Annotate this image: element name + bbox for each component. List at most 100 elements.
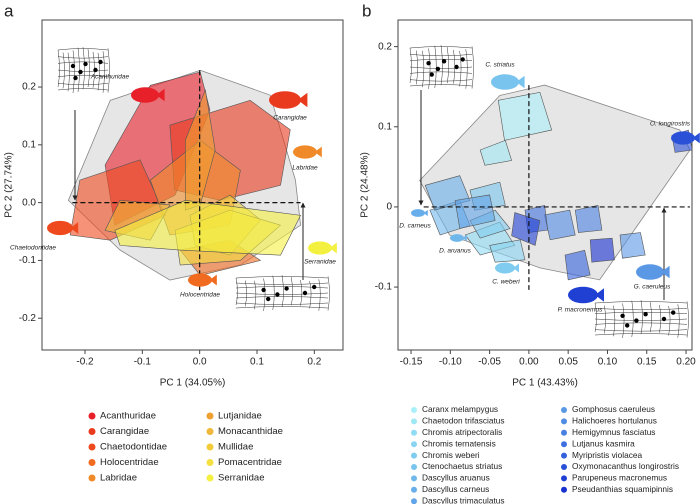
grid-stroke (409, 84, 473, 87)
grid-stroke (649, 302, 652, 333)
landmark (435, 66, 441, 72)
grid-stroke (263, 278, 266, 312)
grid-stroke (409, 54, 473, 57)
grid-stroke (434, 45, 437, 88)
legend-marker (561, 429, 567, 436)
annotation: Chaetodontidae (10, 245, 56, 252)
grid-stroke (235, 276, 329, 279)
grid-stroke (290, 277, 293, 306)
legend-label: Chaetodontidae (100, 442, 167, 453)
annotation: Acanthuridae (90, 74, 130, 81)
grid-stroke (72, 50, 75, 94)
grid-stroke (594, 318, 688, 321)
legend-marker (88, 412, 96, 420)
landmark (460, 57, 465, 62)
group-hull (114, 200, 302, 256)
fish-tail (513, 263, 519, 273)
legend-marker (411, 418, 417, 425)
grid-stroke (409, 79, 473, 82)
group-hull (489, 239, 526, 263)
grid-stroke (57, 69, 109, 72)
annotation: Serranidae (304, 259, 336, 266)
grid-stroke (254, 280, 257, 310)
grid-stroke (640, 300, 643, 335)
legend-marker (88, 474, 96, 482)
landmark (643, 312, 648, 317)
landmark (454, 64, 459, 70)
legend-label: Lutjanidae (218, 411, 262, 422)
grid-stroke (300, 279, 303, 306)
grid-stroke (471, 46, 474, 89)
grid-stroke (415, 50, 418, 85)
fish-icon (131, 87, 165, 103)
y-tick-label: 0.0 (22, 197, 36, 208)
group-hull (619, 232, 646, 259)
landmark (93, 67, 98, 73)
fish-icon (495, 262, 519, 274)
annotation: P. macronemus (558, 307, 603, 314)
landmark (426, 61, 431, 66)
fish-tail (156, 88, 165, 102)
legend-marker (411, 441, 417, 448)
group-hull (479, 139, 512, 166)
grid-stroke (235, 282, 329, 285)
legend-label: Caranx melampygus (422, 404, 498, 414)
fish-tail (314, 146, 322, 158)
legend-label: Labridae (100, 473, 137, 484)
landmark (73, 75, 78, 81)
legend-marker (88, 443, 96, 451)
annotation: C. striatus (485, 62, 515, 69)
fish-icon (568, 286, 604, 304)
landmark (312, 284, 317, 290)
grid-stroke (107, 48, 110, 93)
landmark (98, 59, 103, 65)
legend-marker (206, 474, 214, 482)
grid-stroke (235, 286, 329, 289)
x-tick-label: 0.0 (193, 357, 207, 368)
legend-marker (561, 486, 567, 493)
y-tick-label: -0.1 (375, 282, 393, 293)
landmark (671, 310, 676, 315)
grid-stroke (594, 333, 688, 336)
annotation: O. longirostris (650, 121, 691, 128)
legend-label: Holocentridae (100, 457, 159, 468)
fish-icon (450, 234, 467, 242)
fish-tail (329, 242, 337, 254)
legend-label: Chromis weberi (422, 450, 480, 460)
fish-body (411, 209, 425, 217)
x-tick-label: -0.1 (134, 357, 152, 368)
x-tick-label: 0.20 (676, 357, 696, 368)
grid-stroke (440, 45, 443, 86)
fish-icon (491, 74, 525, 90)
grid-stroke (309, 280, 312, 309)
legend-label: Chaetodon trifasciatus (422, 416, 505, 426)
fish-tail (209, 274, 217, 286)
deformation-grid (235, 275, 330, 312)
legend-label: Chromis ternatensis (422, 438, 496, 448)
fish-icon (671, 131, 700, 145)
grid-stroke (594, 322, 688, 325)
grid-stroke (428, 48, 431, 90)
fish-tail (297, 92, 308, 108)
legend-marker (411, 475, 417, 482)
grid-stroke (82, 47, 85, 90)
fish-icon (293, 145, 322, 159)
legend-label: Serranidae (218, 473, 264, 484)
fish-body (131, 87, 159, 103)
group-hull (544, 209, 576, 241)
fish-body (450, 234, 464, 242)
grid-stroke (57, 56, 109, 59)
annotation: Holocentridae (180, 292, 220, 299)
legend-marker (411, 464, 417, 470)
fish-icon (188, 273, 217, 287)
legend-marker (411, 486, 417, 493)
legend-label: Monacanthidae (218, 426, 283, 437)
legend-label: Carangidae (100, 426, 149, 437)
legend-marker (561, 441, 567, 448)
fish-body (636, 264, 664, 280)
landmark (429, 72, 434, 77)
grid-stroke (57, 61, 109, 64)
landmark (634, 318, 639, 323)
grid-stroke (57, 83, 109, 86)
fish-tail (595, 288, 604, 302)
